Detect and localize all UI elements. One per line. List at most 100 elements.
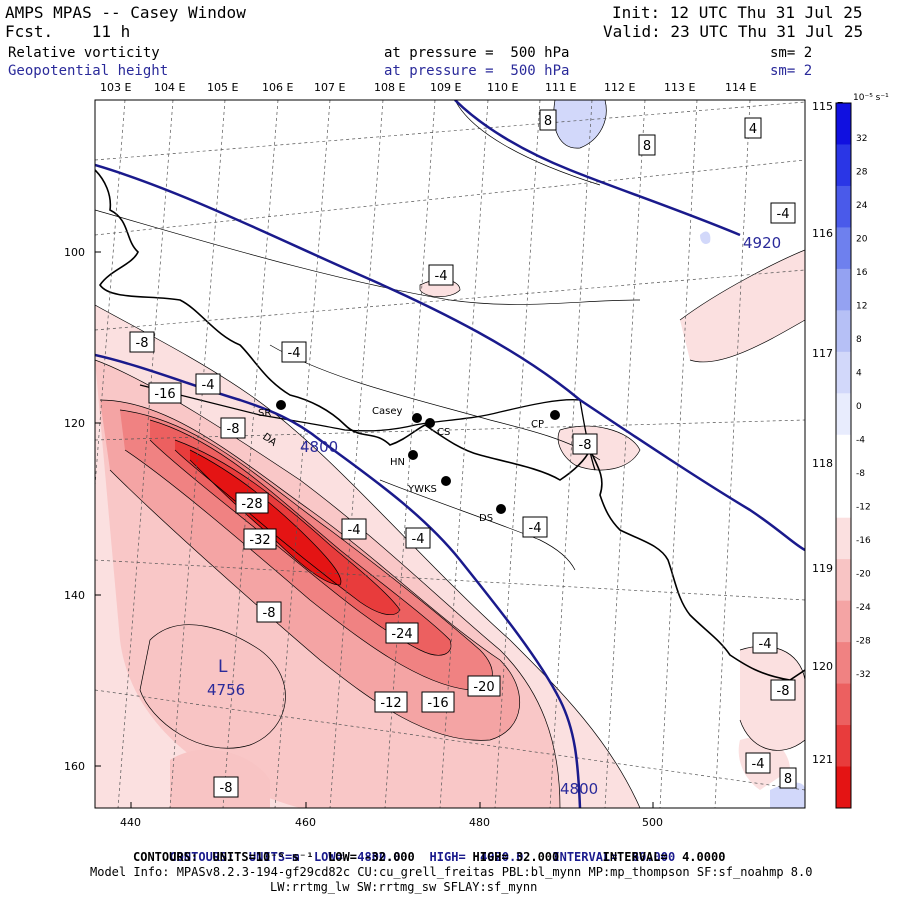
vorticity-label-text: -16 bbox=[427, 696, 448, 711]
lon-labels-top: 103 E 104 E 105 E 106 E 107 E 108 E 109 … bbox=[100, 81, 756, 94]
lon-label-105e: 105 E bbox=[207, 81, 238, 94]
field2-smoothing: sm= 2 bbox=[770, 63, 813, 79]
vorticity-label: -32 bbox=[243, 528, 277, 550]
colorbar-segment bbox=[836, 600, 851, 643]
vorticity-label: -4 bbox=[522, 516, 548, 538]
vorticity-label: 8 bbox=[779, 767, 797, 789]
vorticity-label: -4 bbox=[752, 632, 778, 654]
vorticity-label: -8 bbox=[213, 776, 239, 798]
lon-label-112e: 112 E bbox=[604, 81, 635, 94]
vorticity-label-text: 8 bbox=[643, 139, 651, 154]
station-cp-label: CP bbox=[531, 419, 544, 430]
station-ds-label: DS bbox=[479, 513, 493, 524]
vorticity-label: -4 bbox=[281, 341, 307, 363]
vorticity-label-text: -8 bbox=[136, 336, 149, 351]
vorticity-label-text: -4 bbox=[435, 269, 448, 284]
colorbar: 10⁻⁵ s⁻¹ 32 28 24 20 16 12 8 4 0 -4 -8 -12 -16 -20 -24… bbox=[835, 93, 889, 809]
vorticity-label: -8 bbox=[220, 417, 246, 439]
lon-label-109e: 109 E bbox=[430, 81, 461, 94]
lon-label-107e: 107 E bbox=[314, 81, 345, 94]
colorbar-segment bbox=[836, 434, 851, 477]
forecast-hour: Fcst. 11 h bbox=[5, 22, 131, 41]
colorbar-segment bbox=[836, 393, 851, 436]
colorbar-tick-label: 16 bbox=[856, 268, 868, 278]
vorticity-label: -16 bbox=[421, 691, 455, 713]
low-center-value: 4756 bbox=[207, 681, 245, 699]
footer-height-interval: INTERVAL= 60.000 bbox=[552, 850, 676, 864]
colorbar-tick-label: 28 bbox=[856, 168, 868, 178]
colorbar-tick-label: -24 bbox=[856, 603, 871, 613]
vorticity-label: 4 bbox=[744, 117, 762, 139]
vorticity-label: -4 bbox=[745, 752, 771, 774]
vorticity-label-text: -4 bbox=[759, 637, 772, 652]
vorticity-label-text: 8 bbox=[784, 772, 792, 787]
colorbar-tick-label: -20 bbox=[856, 570, 871, 580]
colorbar-segment bbox=[836, 766, 851, 809]
colorbar-segment bbox=[836, 642, 851, 685]
valid-time: Valid: 23 UTC Thu 31 Jul 25 bbox=[603, 22, 864, 41]
vorticity-label-text: -4 bbox=[202, 378, 215, 393]
colorbar-segment bbox=[836, 351, 851, 394]
vorticity-label: -8 bbox=[256, 601, 282, 623]
height-label-4800-b: 4800 bbox=[560, 780, 598, 798]
x-tick-500: 500 bbox=[642, 816, 663, 829]
colorbar-segment bbox=[836, 144, 851, 187]
colorbar-segment bbox=[836, 268, 851, 311]
init-time: Init: 12 UTC Thu 31 Jul 25 bbox=[612, 3, 863, 22]
vorticity-label-text: -20 bbox=[473, 680, 494, 695]
station-sr-label: SR bbox=[258, 408, 271, 419]
station-ywks-dot bbox=[441, 476, 451, 486]
footer-model-info: Model Info: MPASv8.2.3-194-gf29cd82c CU:… bbox=[90, 865, 813, 879]
vorticity-label-text: -8 bbox=[263, 606, 276, 621]
station-casey-dot bbox=[412, 413, 422, 423]
vorticity-label-text: -4 bbox=[529, 521, 542, 536]
vorticity-label-text: -16 bbox=[154, 387, 175, 402]
colorbar-segment bbox=[836, 725, 851, 768]
station-hn-dot bbox=[408, 450, 418, 460]
colorbar-segment bbox=[836, 476, 851, 519]
vorticity-label: -4 bbox=[428, 264, 454, 286]
colorbar-tick-label: 24 bbox=[856, 201, 868, 211]
vorticity-label: -8 bbox=[129, 331, 155, 353]
x-tick-440: 440 bbox=[120, 816, 141, 829]
vorticity-label-text: -8 bbox=[579, 438, 592, 453]
vorticity-label-text: -4 bbox=[412, 532, 425, 547]
footer-physics-info: LW:rrtmg_lw SW:rrtmg_sw SFLAY:sf_mynn bbox=[270, 880, 538, 894]
graticule bbox=[95, 100, 805, 808]
colorbar-segment bbox=[836, 103, 851, 145]
vorticity-label: 8 bbox=[539, 109, 557, 131]
footer-height-contours: CONTOURS: UNITS=m LOW= 4800.0 HIGH= 4920… bbox=[155, 836, 675, 864]
lon-label-111e: 111 E bbox=[545, 81, 576, 94]
vorticity-label: -4 bbox=[195, 373, 221, 395]
colorbar-segment bbox=[836, 517, 851, 560]
vorticity-label: 8 bbox=[638, 134, 656, 156]
low-center-symbol: L bbox=[218, 657, 228, 677]
colorbar-unit: 10⁻⁵ s⁻¹ bbox=[853, 93, 889, 103]
y-tick-140: 140 bbox=[64, 589, 85, 602]
x-tick-460: 460 bbox=[295, 816, 316, 829]
vorticity-label-text: -8 bbox=[227, 422, 240, 437]
colorbar-tick-label: -12 bbox=[856, 503, 871, 513]
colorbar-frame bbox=[835, 102, 852, 809]
coastline bbox=[95, 169, 805, 681]
vorticity-label: -8 bbox=[770, 679, 796, 701]
colorbar-tick-label: -32 bbox=[856, 670, 871, 680]
colorbar-tick-label: -4 bbox=[856, 436, 865, 446]
vorticity-label: -8 bbox=[572, 433, 598, 455]
field2-level: at pressure = 500 hPa bbox=[384, 63, 570, 79]
map-title: AMPS MPAS -- Casey Window bbox=[5, 3, 246, 22]
colorbar-tick-label: -16 bbox=[856, 536, 871, 546]
station-hn-label: HN bbox=[390, 457, 405, 468]
lon-label-104e: 104 E bbox=[154, 81, 185, 94]
field1-level: at pressure = 500 hPa bbox=[384, 45, 570, 61]
footer-height-high: HIGH= 4920.0 bbox=[429, 850, 524, 864]
field1-smoothing: sm= 2 bbox=[770, 45, 813, 61]
vorticity-label-text: -24 bbox=[391, 627, 412, 642]
lon-label-113e: 113 E bbox=[664, 81, 695, 94]
colorbar-tick-label: 4 bbox=[856, 369, 862, 379]
vorticity-label-text: -28 bbox=[241, 497, 262, 512]
vorticity-label: -4 bbox=[770, 202, 796, 224]
station-casey-label: Casey bbox=[372, 406, 402, 417]
vorticity-label-text: -4 bbox=[752, 757, 765, 772]
